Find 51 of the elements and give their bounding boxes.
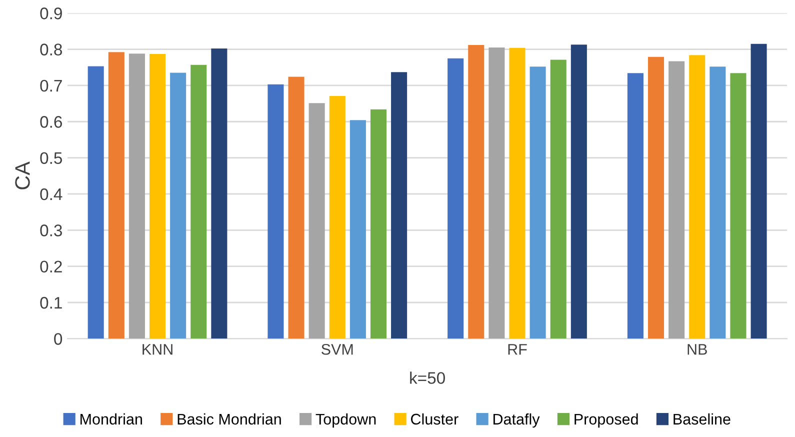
- y-tick-label: 0.2: [40, 260, 62, 273]
- legend-label: Baseline: [674, 413, 730, 425]
- bar: [288, 76, 304, 339]
- bar: [268, 84, 284, 339]
- y-tick-label: 0.8: [40, 44, 62, 56]
- bar: [689, 55, 706, 339]
- bar: [730, 73, 746, 339]
- legend-label: Datafly: [493, 413, 540, 428]
- legend-label: Proposed: [574, 413, 638, 428]
- bar: [308, 103, 325, 339]
- bar: [370, 109, 387, 339]
- legend-label: Basic Mondrian: [178, 413, 281, 425]
- y-tick-label: 0.5: [40, 152, 62, 164]
- bar: [128, 54, 145, 339]
- bar: [149, 54, 166, 339]
- bar: [211, 48, 228, 339]
- y-tick-label: 0.3: [40, 224, 62, 236]
- y-tick-label: 0.7: [40, 80, 62, 92]
- x-tick-label: RF: [508, 344, 527, 355]
- bar: [627, 73, 644, 339]
- bar: [570, 44, 587, 339]
- y-tick-label: 0.9: [40, 8, 62, 20]
- bar: [468, 44, 484, 339]
- bar: [530, 66, 546, 339]
- bar: [648, 56, 664, 339]
- bar: [509, 48, 526, 339]
- bar: [350, 120, 366, 339]
- bar: [668, 61, 685, 339]
- x-axis-title: k=50: [410, 372, 445, 384]
- bar: [448, 58, 464, 339]
- bar: [108, 52, 124, 339]
- legend-label: Mondrian: [80, 413, 142, 425]
- bar: [750, 44, 767, 339]
- y-axis-title: CA: [15, 161, 30, 190]
- y-tick-label: 0: [54, 333, 62, 345]
- y-tick-label: 0.6: [40, 116, 62, 128]
- y-tick-label: 0.4: [40, 188, 62, 200]
- bar: [488, 47, 505, 339]
- bar: [710, 66, 726, 339]
- bar: [329, 96, 346, 339]
- y-tick-label: 0.1: [40, 296, 62, 309]
- bar: [88, 66, 104, 339]
- x-tick-label: KNN: [142, 344, 172, 355]
- bar: [190, 64, 207, 339]
- bar: [170, 72, 186, 339]
- x-tick-label: NB: [688, 344, 707, 355]
- bar: [391, 72, 408, 339]
- x-tick-label: SVM: [322, 344, 353, 355]
- legend-label: Cluster: [411, 413, 458, 425]
- bar: [550, 60, 566, 339]
- legend-label: Topdown: [316, 413, 376, 428]
